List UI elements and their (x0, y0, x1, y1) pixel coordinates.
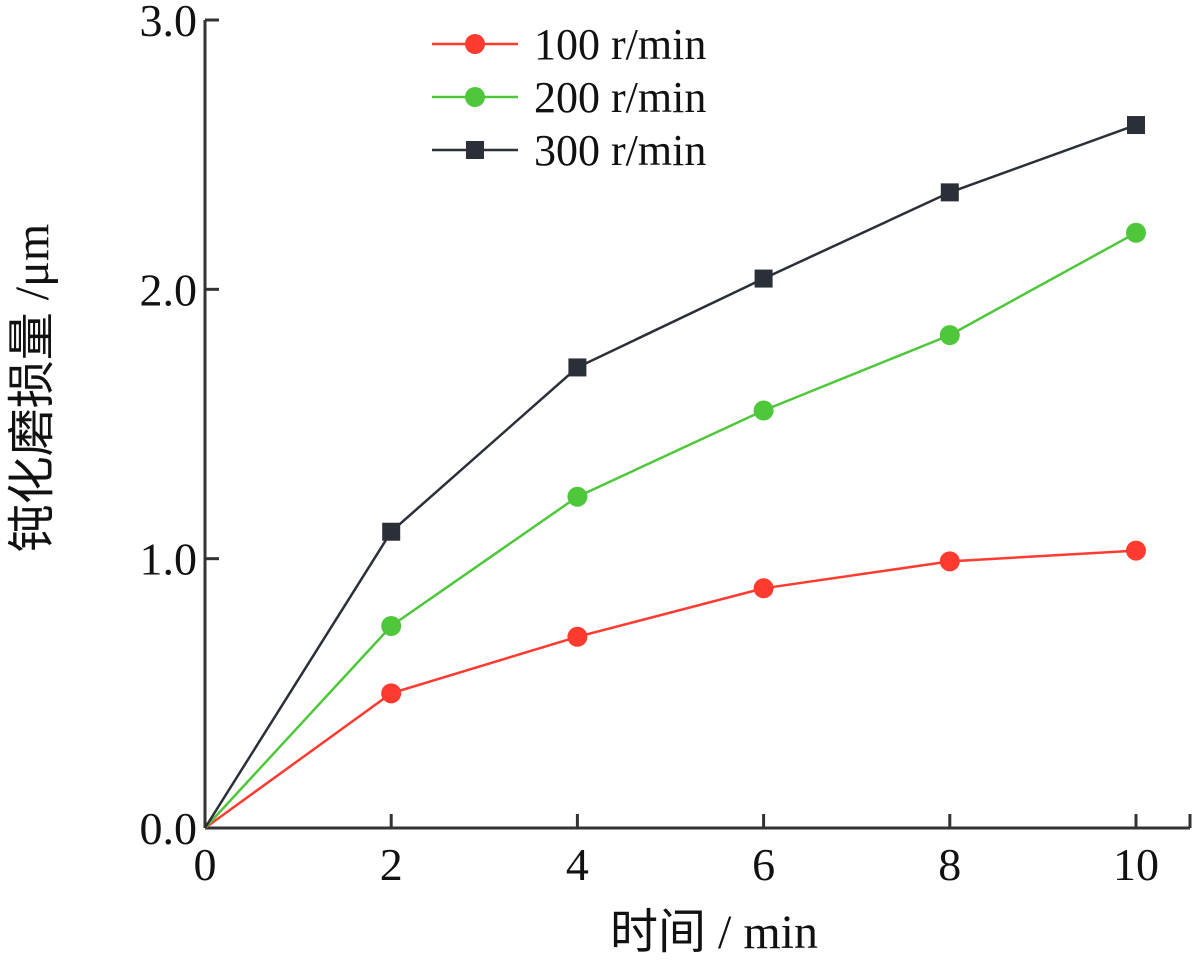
legend-marker (466, 141, 484, 159)
legend-label: 200 r/min (534, 73, 706, 122)
data-point (939, 551, 960, 572)
legend-item: 100 r/min (432, 20, 706, 69)
legend-marker (465, 34, 485, 54)
x-tick-label: 0 (194, 839, 217, 890)
y-tick-label: 3.0 (140, 0, 198, 46)
x-axis-title: 时间 / min (610, 906, 818, 959)
y-axis-title: 钝化磨损量 /μm (6, 224, 59, 552)
data-point (382, 522, 401, 541)
series-0 (204, 540, 1146, 830)
series-line (204, 549, 1137, 830)
series-line (204, 231, 1137, 829)
axes: 0 2 4 6 8 10 0.0 1.0 2.0 3.0 (140, 0, 1192, 890)
data-point (567, 626, 588, 647)
y-tick-label: 2.0 (140, 264, 198, 315)
y-tick-label: 0.0 (140, 803, 198, 854)
legend-label: 100 r/min (534, 20, 706, 69)
x-tick-label: 4 (566, 839, 589, 890)
series-line (203, 123, 1137, 829)
series-layer (203, 116, 1146, 830)
data-point (939, 325, 960, 346)
data-point (568, 358, 587, 377)
data-point (381, 683, 402, 704)
data-point (940, 183, 959, 202)
data-point (753, 400, 774, 421)
data-point (381, 616, 402, 636)
x-tick-label: 2 (380, 839, 403, 890)
data-point (567, 486, 588, 507)
legend-label: 300 r/min (534, 126, 706, 175)
data-point (754, 269, 773, 288)
legend-item: 200 r/min (432, 73, 706, 122)
legend-marker (465, 87, 485, 107)
x-tick-label: 10 (1113, 839, 1159, 890)
data-point (1126, 222, 1146, 243)
series-2 (203, 116, 1145, 829)
x-tick-label: 8 (938, 839, 961, 890)
x-tick-label: 6 (752, 839, 775, 890)
data-point (753, 578, 774, 599)
data-point (1127, 116, 1145, 135)
series-1 (204, 222, 1146, 829)
data-point (1126, 540, 1146, 561)
y-tick-label: 1.0 (140, 534, 198, 585)
legend-item: 300 r/min (432, 126, 706, 175)
